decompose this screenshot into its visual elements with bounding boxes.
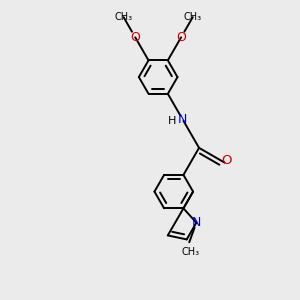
Text: CH₃: CH₃ (115, 12, 133, 22)
Text: O: O (130, 31, 140, 44)
Text: CH₃: CH₃ (181, 247, 199, 257)
Text: N: N (177, 113, 187, 126)
Text: CH₃: CH₃ (184, 12, 202, 22)
Text: H: H (168, 116, 176, 126)
Text: O: O (221, 154, 232, 167)
Text: O: O (176, 31, 186, 44)
Text: N: N (192, 216, 201, 229)
